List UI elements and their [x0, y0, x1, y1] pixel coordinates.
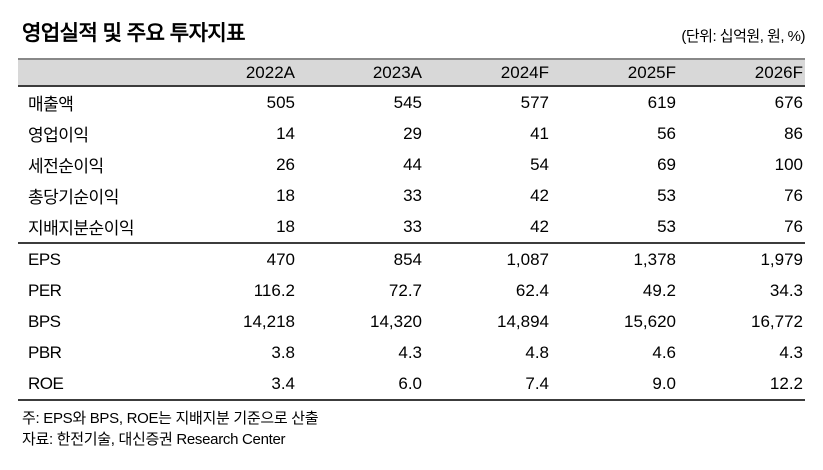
- cell: 1,087: [506, 249, 549, 269]
- row-label: BPS: [28, 311, 61, 331]
- table-row: EPS 470 854 1,087 1,378 1,979: [18, 244, 805, 275]
- cell: 100: [774, 154, 803, 174]
- row-label: 지배지분순이익: [28, 219, 134, 238]
- row-label: PBR: [28, 342, 62, 362]
- page-title: 영업실적 및 주요 투자지표: [22, 22, 246, 45]
- cell: 676: [774, 92, 803, 112]
- footnote-source: 자료: 한전기술, 대신증권 Research Center: [22, 431, 286, 448]
- footnote-note: 주: EPS와 BPS, ROE는 지배지분 기준으로 산출: [22, 410, 319, 427]
- cell: 1,378: [633, 249, 676, 269]
- header-col-2022A: 2022A: [245, 62, 295, 82]
- cell: 29: [403, 123, 422, 143]
- cell: 470: [266, 249, 295, 269]
- income-block: 매출액 505 545 577 619 676 영업이익 14 29 41 56…: [18, 87, 805, 244]
- cell: 53: [657, 185, 676, 205]
- table-row: PER 116.2 72.7 62.4 49.2 34.3: [18, 275, 805, 306]
- header-col-2024F: 2024F: [500, 62, 549, 82]
- cell: 577: [520, 92, 549, 112]
- table-row: 세전순이익 26 44 54 69 100: [18, 149, 805, 180]
- cell: 42: [530, 185, 549, 205]
- cell: 4.8: [525, 342, 549, 362]
- cell: 18: [276, 185, 295, 205]
- table-row: 매출액 505 545 577 619 676: [18, 87, 805, 118]
- cell: 6.0: [398, 373, 422, 393]
- table-row: 총당기순이익 18 33 42 53 76: [18, 180, 805, 211]
- cell: 14,320: [370, 311, 422, 331]
- cell: 619: [647, 92, 676, 112]
- row-label: 영업이익: [28, 126, 89, 145]
- title-bar: 영업실적 및 주요 투자지표 (단위: 십억원, 원, %): [22, 17, 805, 47]
- cell: 545: [393, 92, 422, 112]
- table-row: ROE 3.4 6.0 7.4 9.0 12.2: [18, 368, 805, 399]
- cell: 4.6: [652, 342, 676, 362]
- cell: 76: [784, 185, 803, 205]
- cell: 56: [657, 123, 676, 143]
- cell: 33: [403, 216, 422, 236]
- cell: 14,218: [243, 311, 295, 331]
- cell: 42: [530, 216, 549, 236]
- cell: 12.2: [769, 373, 803, 393]
- cell: 18: [276, 216, 295, 236]
- cell: 76: [784, 216, 803, 236]
- header-col-2026F: 2026F: [754, 62, 803, 82]
- row-label: 세전순이익: [28, 157, 104, 176]
- cell: 33: [403, 185, 422, 205]
- cell: 62.4: [515, 280, 549, 300]
- table-row: 영업이익 14 29 41 56 86: [18, 118, 805, 149]
- cell: 116.2: [253, 280, 295, 300]
- header-col-2025F: 2025F: [627, 62, 676, 82]
- cell: 7.4: [525, 373, 549, 393]
- cell: 3.4: [271, 373, 295, 393]
- row-label: 총당기순이익: [28, 188, 119, 207]
- cell: 86: [784, 123, 803, 143]
- cell: 54: [530, 154, 549, 174]
- unit-note: (단위: 십억원, 원, %): [681, 28, 805, 45]
- cell: 26: [276, 154, 295, 174]
- row-label: 매출액: [28, 95, 74, 114]
- cell: 854: [393, 249, 422, 269]
- cell: 16,772: [751, 311, 803, 331]
- cell: 53: [657, 216, 676, 236]
- valuation-block: EPS 470 854 1,087 1,378 1,979 PER 116.2 …: [18, 244, 805, 401]
- cell: 15,620: [624, 311, 676, 331]
- cell: 72.7: [388, 280, 422, 300]
- cell: 49.2: [642, 280, 676, 300]
- header-col-2023A: 2023A: [372, 62, 422, 82]
- cell: 44: [403, 154, 422, 174]
- financial-table: 2022A 2023A 2024F 2025F 2026F 매출액 505 54…: [18, 58, 805, 401]
- table-row: BPS 14,218 14,320 14,894 15,620 16,772: [18, 306, 805, 337]
- cell: 4.3: [779, 342, 803, 362]
- cell: 14: [276, 123, 295, 143]
- cell: 3.8: [271, 342, 295, 362]
- table-row: PBR 3.8 4.3 4.8 4.6 4.3: [18, 337, 805, 368]
- table-header-row: 2022A 2023A 2024F 2025F 2026F: [18, 58, 805, 87]
- row-label: PER: [28, 280, 62, 300]
- footnotes: 주: EPS와 BPS, ROE는 지배지분 기준으로 산출 자료: 한전기술,…: [22, 408, 805, 450]
- cell: 41: [530, 123, 549, 143]
- cell: 505: [266, 92, 295, 112]
- cell: 14,894: [497, 311, 549, 331]
- cell: 9.0: [652, 373, 676, 393]
- cell: 34.3: [769, 280, 803, 300]
- row-label: EPS: [28, 249, 61, 269]
- table-row: 지배지분순이익 18 33 42 53 76: [18, 211, 805, 242]
- cell: 1,979: [760, 249, 803, 269]
- cell: 69: [657, 154, 676, 174]
- cell: 4.3: [398, 342, 422, 362]
- row-label: ROE: [28, 373, 64, 393]
